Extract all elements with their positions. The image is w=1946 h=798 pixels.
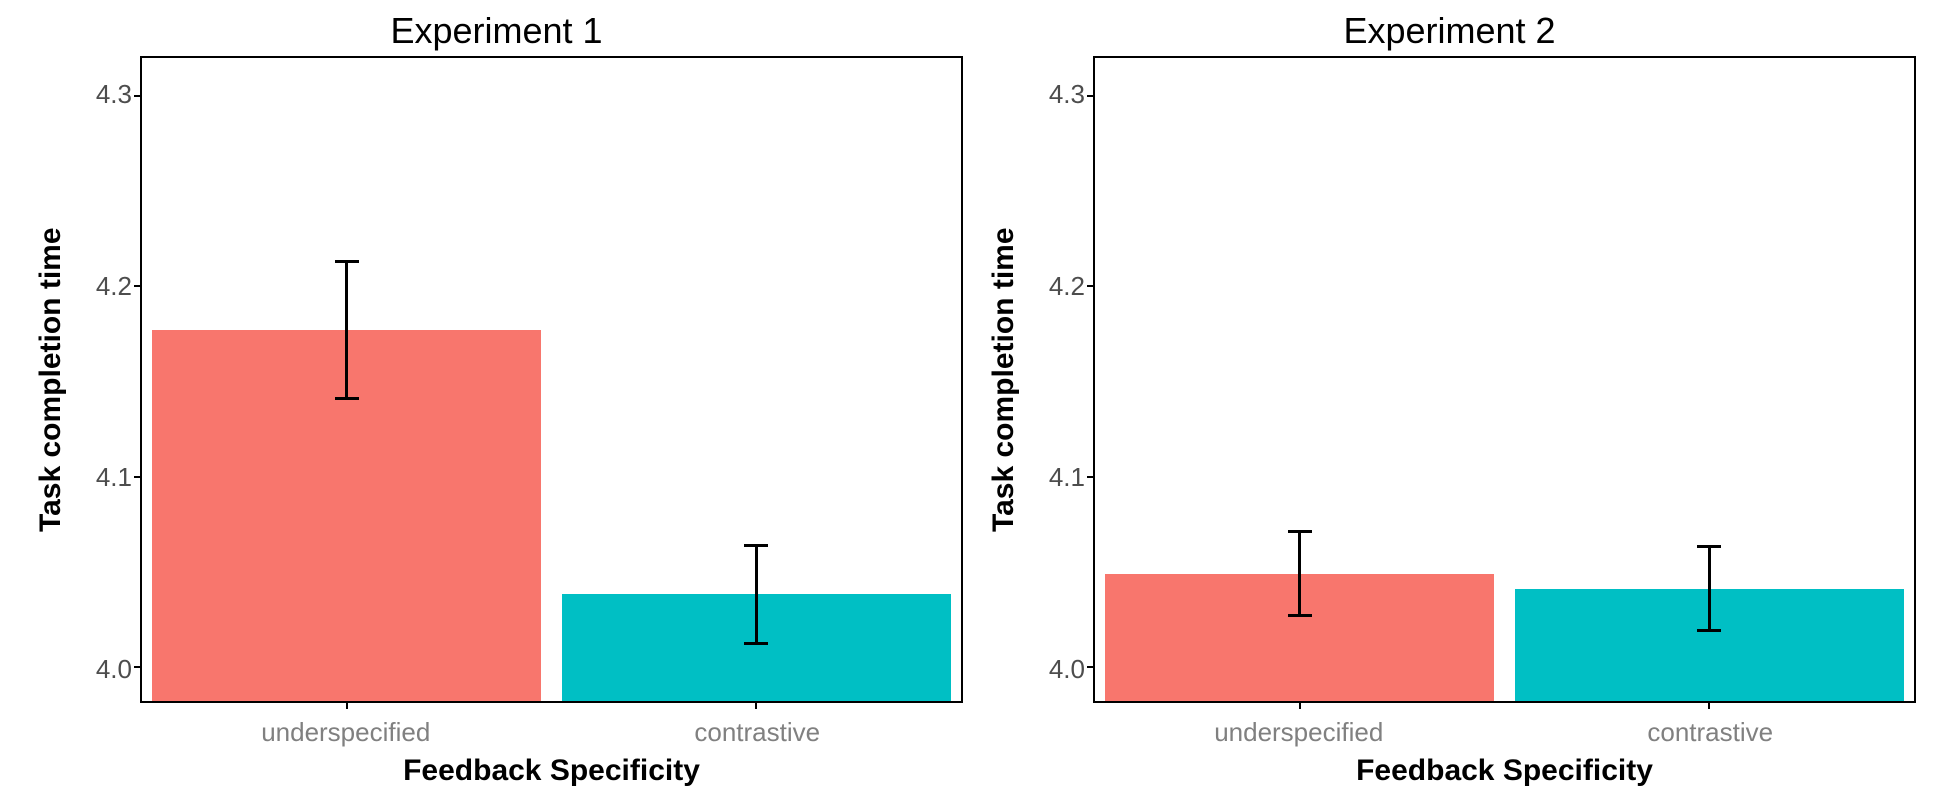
- y-tick-mark: [134, 285, 142, 287]
- x-axis-label: Feedback Specificity: [140, 748, 963, 788]
- errorbar: [345, 262, 348, 399]
- x-label-row: Feedback Specificity: [983, 748, 1916, 788]
- errorbar-cap: [1697, 629, 1721, 632]
- x-tick-mark: [1299, 701, 1301, 709]
- x-ticks-row: underspecifiedcontrastive: [983, 703, 1916, 748]
- errorbar-cap: [1288, 614, 1312, 617]
- plot-area: [140, 56, 963, 703]
- plot-area-wrap: [1093, 56, 1916, 703]
- x-tick-mark: [755, 701, 757, 709]
- errorbar-cap: [1288, 530, 1312, 533]
- y-tick-mark: [134, 95, 142, 97]
- y-tick-mark: [1087, 95, 1095, 97]
- y-tick-mark: [134, 666, 142, 668]
- x-label-row: Feedback Specificity: [30, 748, 963, 788]
- panel-title: Experiment 1: [30, 10, 963, 52]
- x-tick-label: contrastive: [1505, 717, 1917, 748]
- errorbar-cap: [744, 544, 768, 547]
- y-axis-label: Task completion time: [983, 56, 1025, 703]
- errorbar-cap: [335, 397, 359, 400]
- errorbar: [1298, 532, 1301, 616]
- y-tick-mark: [1087, 285, 1095, 287]
- errorbar: [755, 545, 758, 644]
- figure: Experiment 1 Task completion time 4.04.1…: [0, 0, 1946, 798]
- x-ticks: underspecifiedcontrastive: [140, 703, 963, 748]
- x-tick-mark: [346, 701, 348, 709]
- x-ticks-row: underspecifiedcontrastive: [30, 703, 963, 748]
- plot-area-wrap: [140, 56, 963, 703]
- panel-experiment-2: Experiment 2 Task completion time 4.04.1…: [983, 10, 1916, 788]
- panel-experiment-1: Experiment 1 Task completion time 4.04.1…: [30, 10, 963, 788]
- x-tick-label: underspecified: [140, 717, 552, 748]
- x-tick-mark: [1708, 701, 1710, 709]
- errorbar-cap: [335, 260, 359, 263]
- y-axis-label: Task completion time: [30, 56, 72, 703]
- x-axis-label: Feedback Specificity: [1093, 748, 1916, 788]
- x-ticks: underspecifiedcontrastive: [1093, 703, 1916, 748]
- plot-area: [1093, 56, 1916, 703]
- errorbar-cap: [744, 642, 768, 645]
- errorbar: [1708, 547, 1711, 631]
- x-tick-label: underspecified: [1093, 717, 1505, 748]
- errorbar-cap: [1697, 545, 1721, 548]
- plot-row: Task completion time 4.04.14.24.3: [983, 56, 1916, 703]
- y-ticks: 4.04.14.24.3: [72, 56, 140, 703]
- x-tick-label: contrastive: [552, 717, 964, 748]
- y-tick-mark: [1087, 666, 1095, 668]
- y-tick-mark: [134, 476, 142, 478]
- y-tick-mark: [1087, 476, 1095, 478]
- panel-title: Experiment 2: [983, 10, 1916, 52]
- y-ticks: 4.04.14.24.3: [1025, 56, 1093, 703]
- plot-row: Task completion time 4.04.14.24.3: [30, 56, 963, 703]
